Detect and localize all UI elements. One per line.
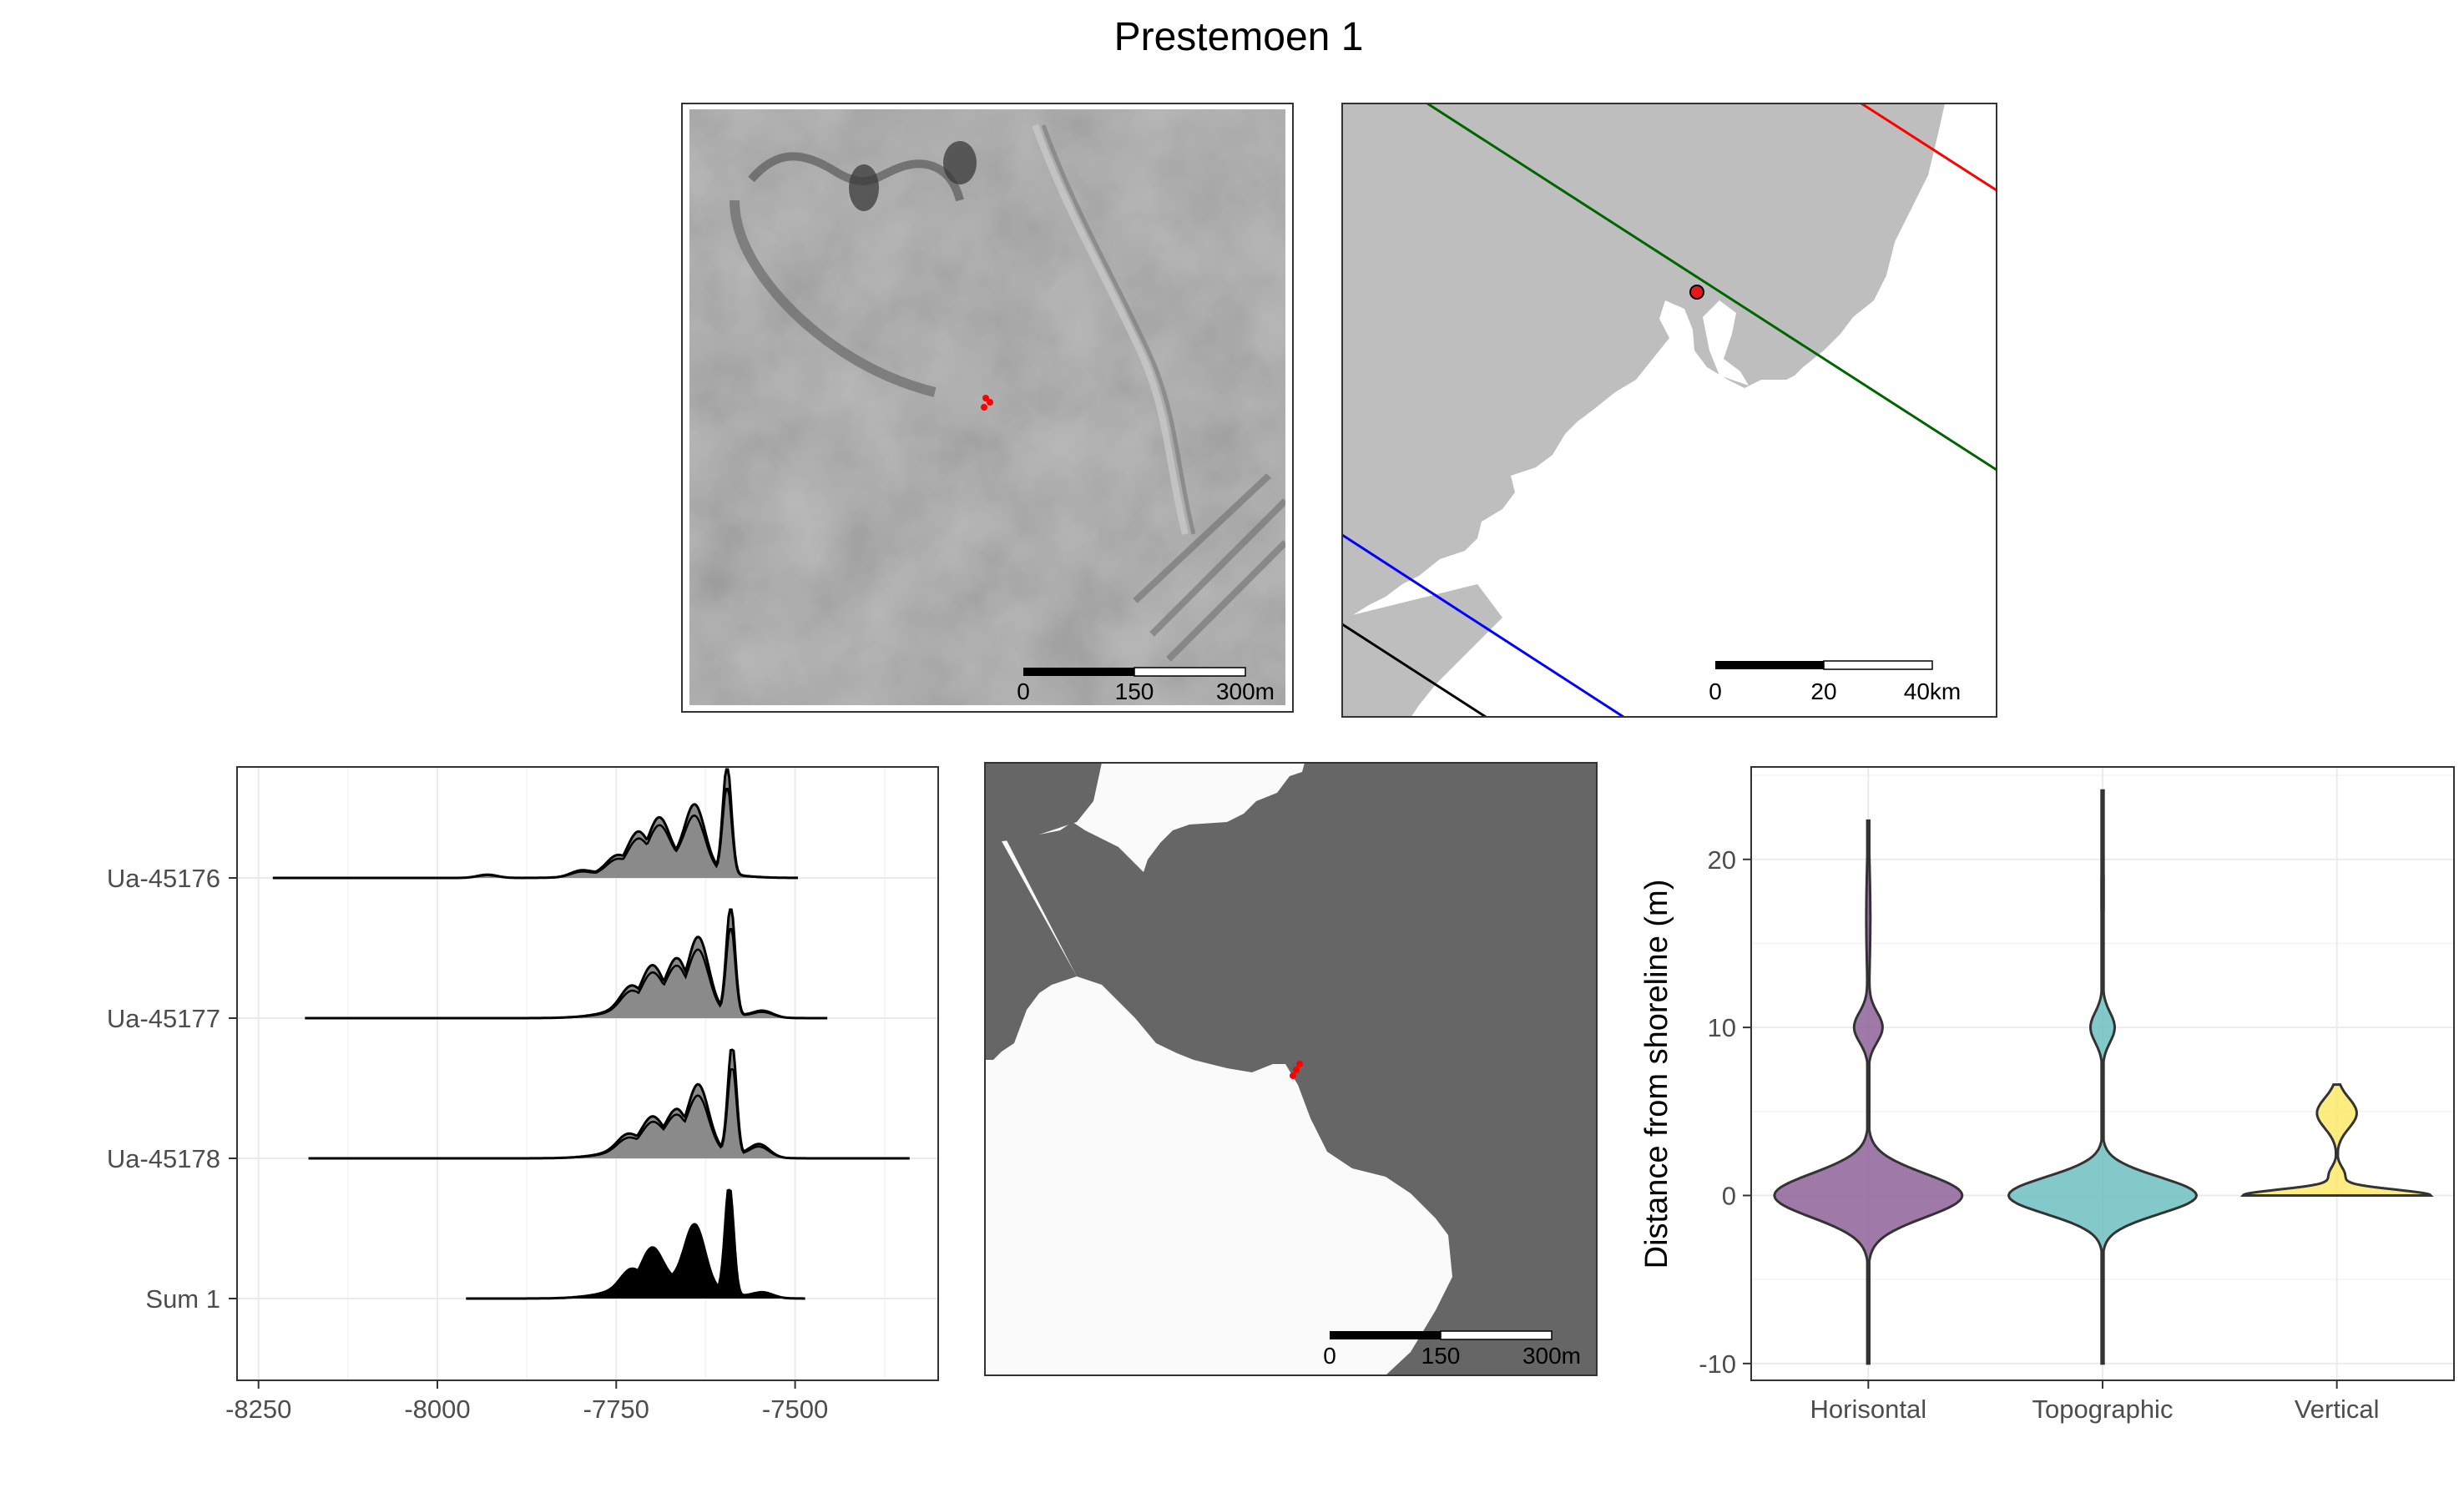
- regional-map: 0 20 40km: [1341, 103, 1997, 718]
- valley-lines: [1133, 473, 1285, 662]
- x-tick-label: -7750: [583, 1395, 649, 1424]
- ridge-fill-ua-45176: [272, 769, 798, 878]
- x-axis: Horisontal Topographic Vertical: [1810, 1380, 2380, 1424]
- x-tick-label: Horisontal: [1810, 1395, 1927, 1424]
- scalebar-label-2: 300m: [1522, 1343, 1581, 1369]
- scalebar: 0 20 40km: [1709, 660, 1961, 704]
- ridge-outline-ua-45178: [308, 1067, 910, 1160]
- land-area-south: [1342, 584, 1502, 717]
- y-tick-label: Ua-45178: [107, 1144, 220, 1173]
- violin-topographic: [2007, 789, 2198, 1365]
- sea-area: [985, 763, 1597, 1375]
- scalebar-label-1: 150: [1115, 678, 1154, 704]
- ridge-outline-ua-45177: [305, 927, 828, 1020]
- y-axis-title: Distance from shoreline (m): [1639, 880, 1674, 1269]
- violins: [1773, 789, 2434, 1365]
- ridge-fill-ua-45177: [305, 910, 828, 1018]
- shoreline-map: 0 150 300m: [984, 762, 1598, 1376]
- x-tick-label: -8000: [404, 1395, 470, 1424]
- ridge-outline-ua-45176: [272, 787, 798, 880]
- scalebar-label-0: 0: [1017, 678, 1030, 704]
- coast-inlet: [1703, 300, 1749, 386]
- violin-vertical: [2239, 1083, 2434, 1197]
- ridge-curves: [272, 768, 910, 1300]
- site-points: [1290, 1061, 1303, 1079]
- ridge-fill-sum-1: [466, 1190, 805, 1299]
- y-tick-label: 10: [1708, 1013, 1736, 1042]
- depression: [849, 164, 879, 211]
- scalebar-label-2: 40km: [1904, 678, 1961, 704]
- y-tick-label: Ua-45177: [107, 1004, 220, 1033]
- y-tick-label: -10: [1699, 1349, 1736, 1379]
- x-axis: -8250 -8000 -7750 -7500: [225, 1380, 828, 1424]
- road-ridge-shadow: [1041, 124, 1196, 535]
- isobase-green: [1426, 103, 1997, 472]
- scalebar-label-1: 20: [1810, 678, 1836, 704]
- site-points: [981, 395, 993, 411]
- scalebar-label-0: 0: [1323, 1343, 1336, 1369]
- hillshade-map: 0 150 300m: [681, 103, 1294, 713]
- isobase-black: [1342, 623, 1487, 717]
- y-tick-label: Sum 1: [145, 1284, 220, 1314]
- land-area: [1342, 103, 1945, 717]
- calibrated-dates-panel: Ua-45176 Ua-45177 Ua-45178 Sum 1 -8250 -8000…: [107, 766, 939, 1424]
- sea-area-west: [985, 763, 1102, 1060]
- y-axis: -10 0 10 20: [1699, 845, 1751, 1379]
- y-tick-label: 0: [1722, 1181, 1736, 1210]
- terrace-ridge-2: [730, 199, 937, 397]
- coast-bay: [1936, 103, 1997, 209]
- site-location-marker: [1689, 285, 1704, 300]
- x-tick-label: Vertical: [2295, 1395, 2380, 1424]
- isobase-red: [1861, 103, 1997, 192]
- scalebar-label-1: 150: [1421, 1343, 1461, 1369]
- shoreline-distance-panel: -10 0 10 20 Horisontal Topographic Vertical D…: [1639, 766, 2455, 1424]
- depression-2: [943, 141, 977, 184]
- ridge-line-sum-1: [466, 1188, 805, 1300]
- x-tick-label: Topographic: [2032, 1395, 2174, 1424]
- x-tick-label: -8250: [225, 1395, 291, 1424]
- y-tick-label: 20: [1708, 845, 1736, 875]
- road-ridge: [1032, 124, 1189, 535]
- violin-horisontal: [1773, 819, 1964, 1365]
- scalebar: 0 150 300m: [1017, 667, 1275, 704]
- figure-title: Prestemoen 1: [1114, 15, 1364, 59]
- y-axis: Ua-45176 Ua-45177 Ua-45178 Sum 1: [107, 864, 237, 1314]
- isobase-blue: [1342, 533, 1624, 717]
- y-tick-label: Ua-45176: [107, 864, 220, 893]
- scalebar-label-2: 300m: [1216, 678, 1275, 704]
- x-tick-label: -7500: [762, 1395, 828, 1424]
- scalebar: 0 150 300m: [1323, 1330, 1581, 1369]
- scalebar-label-0: 0: [1709, 678, 1722, 704]
